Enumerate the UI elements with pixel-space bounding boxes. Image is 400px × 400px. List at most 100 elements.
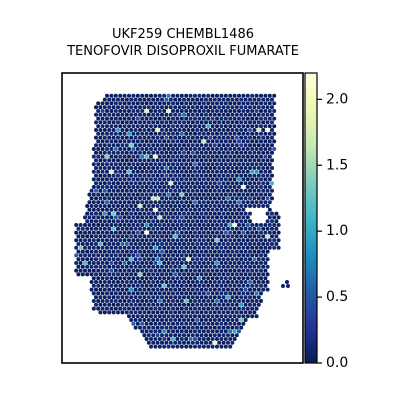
- tissue-spot: [149, 230, 153, 235]
- tissue-spot: [208, 150, 213, 155]
- tissue-spot: [190, 204, 195, 208]
- tissue-spot: [230, 181, 235, 186]
- tissue-spot: [135, 314, 140, 319]
- tissue-spot: [113, 116, 118, 121]
- tissue-spot: [113, 177, 118, 182]
- tissue-spot: [94, 310, 98, 315]
- tissue-spot: [197, 306, 202, 311]
- tissue-spot: [226, 204, 230, 208]
- tissue-spot: [252, 135, 257, 140]
- tissue-spot: [74, 245, 79, 250]
- tissue-spot: [179, 147, 184, 151]
- tissue-spot: [252, 272, 257, 277]
- tissue-spot: [175, 223, 180, 227]
- tissue-spot: [162, 207, 167, 212]
- tissue-spot: [243, 143, 248, 148]
- tissue-spot: [155, 234, 160, 239]
- tissue-spot: [120, 143, 125, 148]
- tissue-spot: [120, 219, 125, 224]
- tissue-spot: [164, 264, 169, 269]
- tissue-spot: [87, 268, 92, 273]
- tissue-spot: [153, 177, 158, 182]
- tissue-spot: [241, 268, 246, 273]
- tissue-spot: [208, 302, 213, 307]
- tissue-spot: [230, 287, 235, 292]
- tissue-spot: [265, 135, 270, 140]
- tissue-spot: [212, 158, 217, 163]
- tissue-spot: [116, 196, 120, 201]
- tissue-spot: [215, 124, 219, 129]
- tissue-spot: [171, 283, 175, 288]
- tissue-spot: [179, 169, 184, 174]
- tissue-spot: [184, 177, 189, 182]
- tissue-spot: [133, 120, 138, 125]
- tissue-spot: [188, 139, 193, 144]
- tissue-spot: [217, 211, 222, 216]
- tissue-spot: [168, 188, 173, 193]
- tissue-spot: [168, 333, 173, 338]
- tissue-spot: [166, 283, 171, 288]
- tissue-spot: [243, 302, 248, 307]
- tissue-spot: [237, 314, 241, 319]
- tissue-spot: [230, 280, 235, 284]
- tissue-spot: [195, 105, 200, 110]
- tissue-spot: [241, 223, 246, 227]
- tissue-spot: [160, 242, 164, 246]
- tissue-spot: [226, 181, 230, 186]
- tissue-spot: [138, 234, 142, 239]
- tissue-spot: [100, 177, 105, 182]
- tissue-spot: [221, 196, 226, 201]
- tissue-spot: [168, 226, 173, 231]
- tissue-spot: [144, 215, 149, 220]
- tissue-spot: [219, 268, 224, 273]
- tissue-spot: [226, 340, 230, 345]
- tissue-spot: [206, 147, 211, 151]
- tissue-spot: [226, 211, 230, 216]
- tissue-spot: [226, 257, 230, 262]
- tissue-spot: [149, 116, 153, 121]
- tissue-spot: [177, 112, 182, 117]
- tissue-spot: [118, 124, 123, 129]
- tissue-spot: [261, 143, 266, 148]
- tissue-spot: [263, 139, 268, 144]
- tissue-spot: [107, 181, 112, 186]
- tissue-spot: [193, 238, 197, 243]
- tissue-spot: [109, 261, 114, 265]
- tissue-spot: [276, 215, 281, 220]
- tissue-spot: [219, 230, 224, 235]
- tissue-spot: [201, 337, 206, 341]
- tissue-spot: [124, 287, 129, 292]
- tissue-spot: [133, 264, 138, 269]
- tissue-spot: [193, 207, 197, 212]
- tissue-spot: [168, 257, 173, 262]
- tissue-spot: [228, 147, 233, 151]
- tissue-spot: [228, 276, 233, 281]
- tissue-spot: [76, 234, 81, 239]
- tissue-spot: [193, 299, 197, 303]
- tissue-spot: [201, 124, 206, 129]
- tissue-spot: [186, 135, 191, 140]
- tissue-spot: [182, 143, 186, 148]
- tissue-spot: [116, 112, 120, 117]
- tissue-spot: [116, 211, 120, 216]
- tissue-spot: [102, 257, 107, 262]
- tissue-spot: [197, 116, 202, 121]
- tissue-spot: [142, 295, 147, 300]
- tissue-spot: [199, 181, 204, 186]
- tissue-spot: [237, 139, 241, 144]
- tissue-spot: [107, 226, 112, 231]
- tissue-spot: [270, 226, 274, 231]
- tissue-spot: [168, 173, 173, 178]
- tissue-spot: [131, 147, 136, 151]
- tissue-spot: [228, 192, 233, 197]
- tissue-spot: [164, 310, 169, 315]
- tissue-spot: [254, 306, 259, 311]
- tissue-spot: [285, 280, 289, 284]
- tissue-spot: [124, 242, 129, 246]
- tissue-spot: [230, 249, 235, 254]
- tissue-spot: [201, 169, 206, 174]
- tissue-spot: [155, 196, 160, 201]
- tissue-spot: [212, 242, 217, 246]
- tissue-spot: [248, 257, 252, 262]
- tissue-spot: [221, 135, 226, 140]
